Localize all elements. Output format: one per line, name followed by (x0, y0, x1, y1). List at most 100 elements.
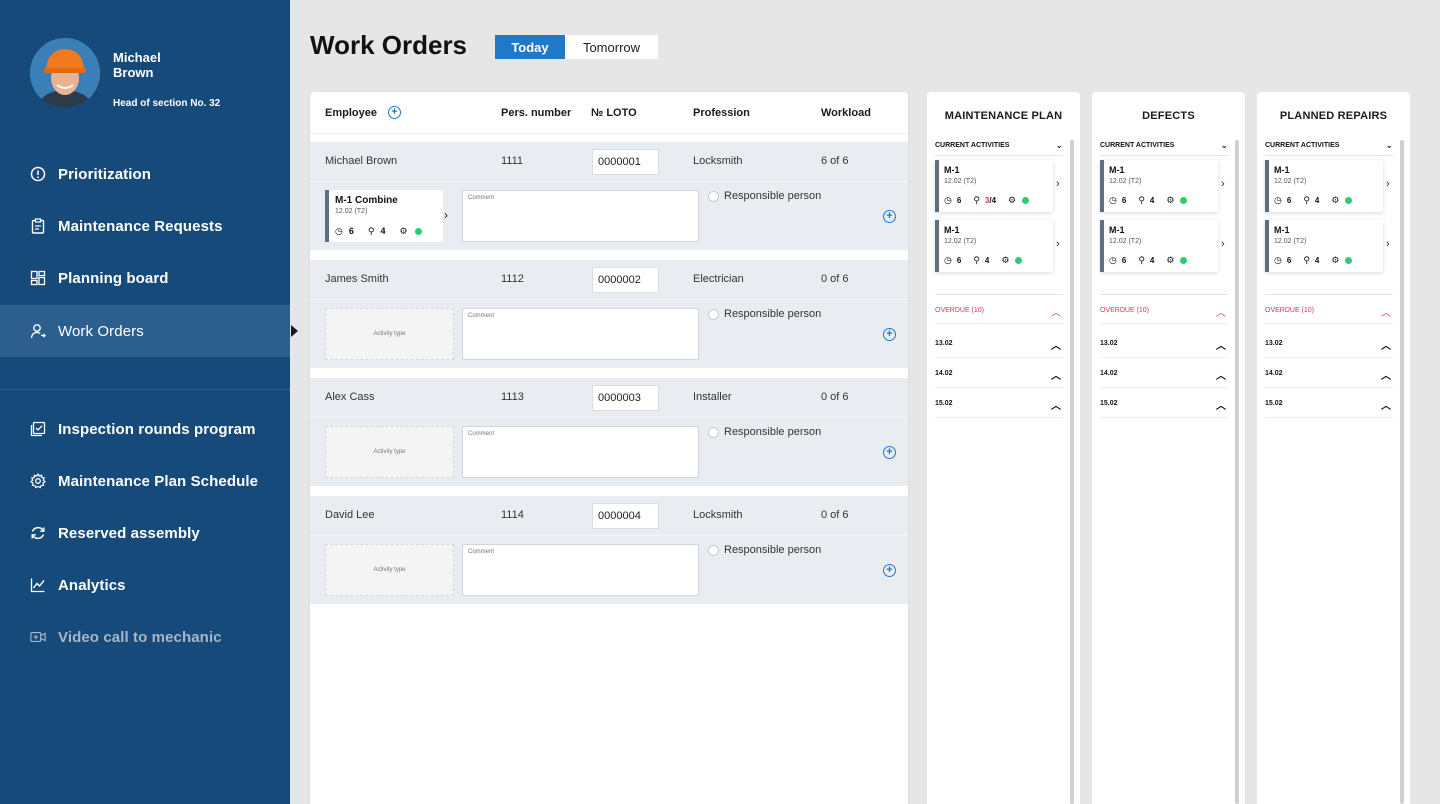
chevron-right-icon[interactable]: › (1386, 178, 1390, 190)
chevron-up-icon[interactable]: ︿ (1381, 341, 1391, 352)
group-date[interactable]: 13.02 ︿ (1265, 328, 1393, 358)
today-tab[interactable]: Today (495, 35, 565, 59)
nav-video-call[interactable]: Video call to mechanic (0, 611, 290, 663)
card-hours: 6 (1286, 256, 1292, 265)
employee-row: Alex Cass 1113 Installer 0 of 6 (310, 378, 908, 418)
current-activities-header[interactable]: CURRENT ACTIVITIES ⌄ (1100, 140, 1228, 156)
col-pers-number: Pers. number (501, 107, 572, 119)
current-activities-header[interactable]: CURRENT ACTIVITIES ⌄ (1265, 140, 1393, 156)
nav-reserved-assembly[interactable]: Reserved assembly (0, 507, 290, 559)
scrollbar[interactable] (1235, 140, 1239, 804)
group-date[interactable]: 15.02 ︿ (935, 388, 1063, 418)
chevron-up-icon[interactable]: ︿ (1381, 401, 1391, 412)
group-overdue[interactable]: OVERDUE (10) ︿ (1265, 294, 1393, 324)
comment-field[interactable] (462, 544, 699, 596)
group-overdue[interactable]: OVERDUE (10) ︿ (1100, 294, 1228, 324)
chevron-down-icon[interactable]: ⌄ (1220, 140, 1228, 150)
chevron-up-icon[interactable]: ︿ (1381, 371, 1391, 382)
scrollbar[interactable] (1070, 140, 1074, 804)
group-date[interactable]: 14.02 ︿ (935, 358, 1063, 388)
group-date[interactable]: 13.02 ︿ (1100, 328, 1228, 358)
activity-card[interactable]: M-1 12.02 (T2) ◷ 6 ⚲ 4 ⚙ (1100, 220, 1218, 272)
comment-field[interactable] (462, 308, 699, 360)
chevron-up-icon[interactable]: ︿ (1216, 401, 1226, 412)
nav-planning-board[interactable]: Planning board (0, 252, 290, 304)
activity-card[interactable]: M-1 12.02 (T2) ◷ 6 ⚲ 4 ⚙ (935, 220, 1053, 272)
employee-name: James Smith (325, 273, 389, 285)
add-activity-icon[interactable]: + (883, 564, 896, 577)
person-icon: ⚲ (1138, 255, 1145, 265)
add-activity-icon[interactable]: + (883, 328, 896, 341)
add-activity-icon[interactable]: + (883, 210, 896, 223)
gear-icon: ⚙ (1008, 195, 1017, 205)
nav-work-orders[interactable]: Work Orders (0, 305, 298, 357)
comment-field[interactable] (462, 190, 699, 242)
responsible-radio[interactable] (708, 308, 719, 320)
checklist-icon (30, 421, 46, 437)
chevron-up-icon[interactable]: ︿ (1051, 371, 1061, 382)
responsible-person[interactable]: Responsible person (708, 544, 821, 556)
chevron-right-icon[interactable]: › (1221, 238, 1225, 250)
group-date[interactable]: 14.02 ︿ (1265, 358, 1393, 388)
chevron-right-icon[interactable]: › (1221, 178, 1225, 190)
nav-divider (0, 389, 290, 390)
activity-hours: 6 (348, 226, 354, 236)
activity-card[interactable]: M-1 12.02 (T2) ◷ 6 ⚲ 4 ⚙ (1265, 160, 1383, 212)
chevron-up-icon[interactable]: ︿ (1216, 308, 1226, 319)
workload: 0 of 6 (821, 273, 849, 285)
chevron-down-icon[interactable]: ⌄ (1385, 140, 1393, 150)
group-date[interactable]: 15.02 ︿ (1265, 388, 1393, 418)
chevron-right-icon[interactable]: › (1056, 178, 1060, 190)
activity-type-dropzone[interactable]: Activity type (325, 544, 454, 596)
nav-prioritization[interactable]: Prioritization (0, 148, 290, 200)
activity-card[interactable]: M-1 12.02 (T2) ◷ 6 ⚲ 3/4 ⚙ (935, 160, 1053, 212)
card-hours: 6 (1286, 196, 1292, 205)
chevron-up-icon[interactable]: ︿ (1381, 308, 1391, 319)
chevron-up-icon[interactable]: ︿ (1051, 401, 1061, 412)
group-overdue[interactable]: OVERDUE (10) ︿ (935, 294, 1063, 324)
loto-input[interactable] (592, 149, 659, 175)
tomorrow-tab[interactable]: Tomorrow (565, 35, 658, 59)
current-activities-header[interactable]: CURRENT ACTIVITIES ⌄ (935, 140, 1063, 156)
add-employee-icon[interactable]: + (388, 106, 401, 119)
sidebar: Michael Brown Head of section No. 32 Pri… (0, 0, 298, 804)
user-profile[interactable]: Michael Brown Head of section No. 32 (30, 38, 280, 110)
responsible-radio[interactable] (708, 190, 719, 202)
comment-field[interactable] (462, 426, 699, 478)
activity-card[interactable]: M-1 Combine 12.02 (T2) ◷ 6 ⚲ 4 ⚙ (325, 190, 443, 242)
nav-maintenance-requests[interactable]: Maintenance Requests (0, 200, 290, 252)
responsible-radio[interactable] (708, 544, 719, 556)
nav-inspection-rounds[interactable]: Inspection rounds program (0, 403, 290, 455)
responsible-person[interactable]: Responsible person (708, 308, 821, 320)
chevron-right-icon[interactable]: › (1056, 238, 1060, 250)
loto-input[interactable] (592, 503, 659, 529)
activity-card[interactable]: M-1 12.02 (T2) ◷ 6 ⚲ 4 ⚙ (1100, 160, 1218, 212)
chevron-right-icon[interactable]: › (444, 208, 448, 222)
status-ok-icon (1180, 197, 1188, 204)
add-activity-icon[interactable]: + (883, 446, 896, 459)
responsible-radio[interactable] (708, 426, 719, 438)
nav-maintenance-plan-schedule[interactable]: Maintenance Plan Schedule (0, 455, 290, 507)
scrollbar[interactable] (1400, 140, 1404, 804)
chevron-up-icon[interactable]: ︿ (1216, 341, 1226, 352)
status-ok-icon (1180, 257, 1188, 264)
activity-card[interactable]: M-1 12.02 (T2) ◷ 6 ⚲ 4 ⚙ (1265, 220, 1383, 272)
card-date: 12.02 (T2) (1109, 238, 1142, 245)
group-date[interactable]: 13.02 ︿ (935, 328, 1063, 358)
chevron-up-icon[interactable]: ︿ (1051, 341, 1061, 352)
nav-analytics[interactable]: Analytics (0, 559, 290, 611)
responsible-person[interactable]: Responsible person (708, 190, 821, 202)
group-label: OVERDUE (10) (1100, 307, 1150, 314)
responsible-person[interactable]: Responsible person (708, 426, 821, 438)
chevron-right-icon[interactable]: › (1386, 238, 1390, 250)
loto-input[interactable] (592, 267, 659, 293)
group-date[interactable]: 15.02 ︿ (1100, 388, 1228, 418)
chevron-up-icon[interactable]: ︿ (1216, 371, 1226, 382)
chevron-up-icon[interactable]: ︿ (1051, 308, 1061, 319)
chevron-down-icon[interactable]: ⌄ (1055, 140, 1063, 150)
loto-input[interactable] (592, 385, 659, 411)
activity-type-dropzone[interactable]: Activity type (325, 426, 454, 478)
activity-type-dropzone[interactable]: Activity type (325, 308, 454, 360)
group-date[interactable]: 14.02 ︿ (1100, 358, 1228, 388)
employee-name: Michael Brown (325, 155, 398, 167)
